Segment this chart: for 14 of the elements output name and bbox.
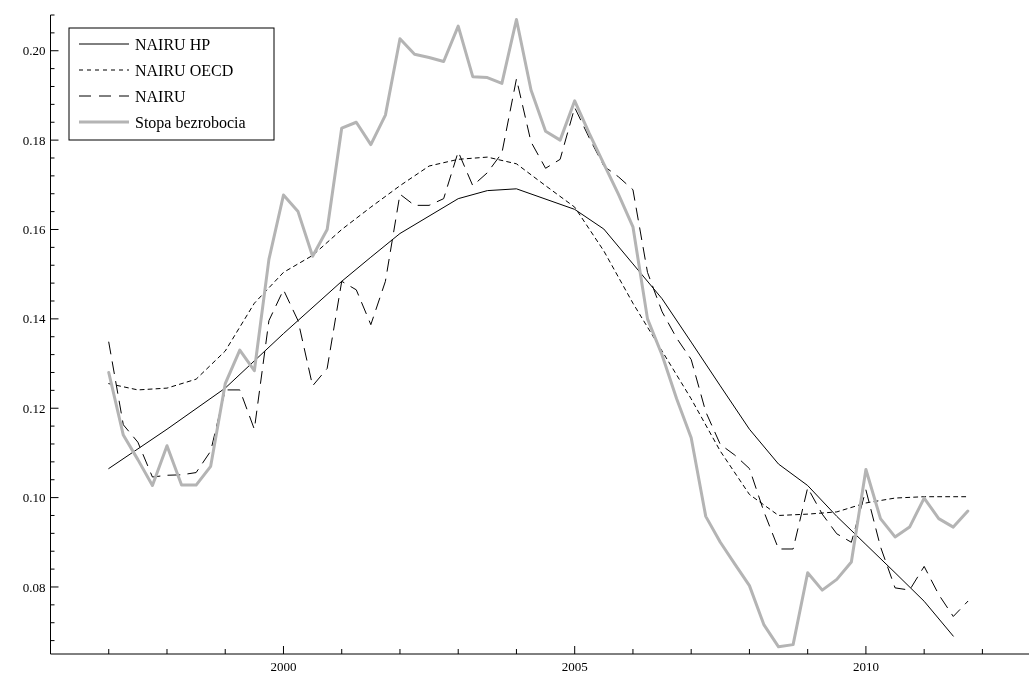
y-tick-label: 0.12 [22,400,46,416]
y-tick-label: 0.18 [22,132,46,148]
y-tick-label: 0.08 [22,579,46,595]
x-tick-label: 2010 [852,659,879,674]
legend-label: Stopa bezrobocia [135,113,246,132]
y-tick-label: 0.16 [22,222,46,238]
y-tick-label: 0.10 [22,490,46,506]
legend-label: NAIRU [135,87,187,105]
x-tick-label: 2005 [561,659,588,674]
legend-label: NAIRU HP [135,35,211,53]
legend-label: NAIRU OECD [135,61,234,79]
y-tick-label: 0.14 [22,311,46,327]
y-tick-label: 0.20 [22,43,46,59]
x-tick-label: 2000 [270,659,297,674]
